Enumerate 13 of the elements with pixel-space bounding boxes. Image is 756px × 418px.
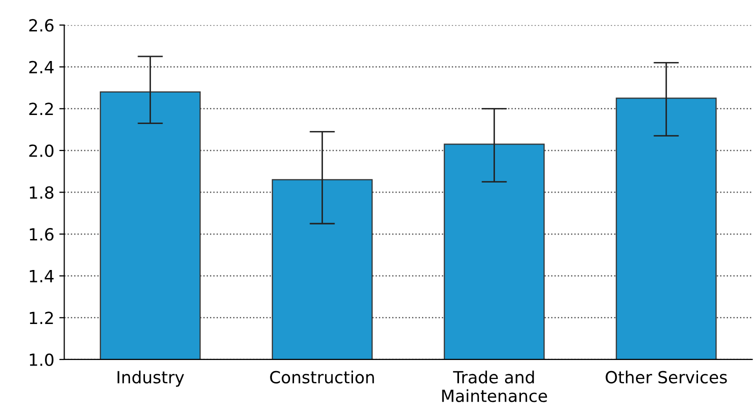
y-tick-label: 2.4 — [29, 60, 54, 74]
y-tick-label: 1.0 — [30, 353, 54, 366]
x-tick-label: Industry — [118, 370, 184, 387]
y-tick-label: 1.8 — [30, 186, 54, 199]
y-tick-label: 1.6 — [30, 228, 54, 241]
x-tick-label: Other Services — [606, 370, 727, 384]
y-tick-label: 1.2 — [30, 312, 53, 324]
y-tick-label: 2.2 — [29, 102, 53, 116]
x-tick-label: Trade and Maintenance — [442, 370, 548, 402]
y-tick-label: 2.0 — [29, 144, 54, 158]
y-tick-label: 1.4 — [30, 270, 54, 282]
y-tick-label: 2.6 — [29, 19, 54, 32]
x-tick-label: Construction — [270, 370, 374, 384]
